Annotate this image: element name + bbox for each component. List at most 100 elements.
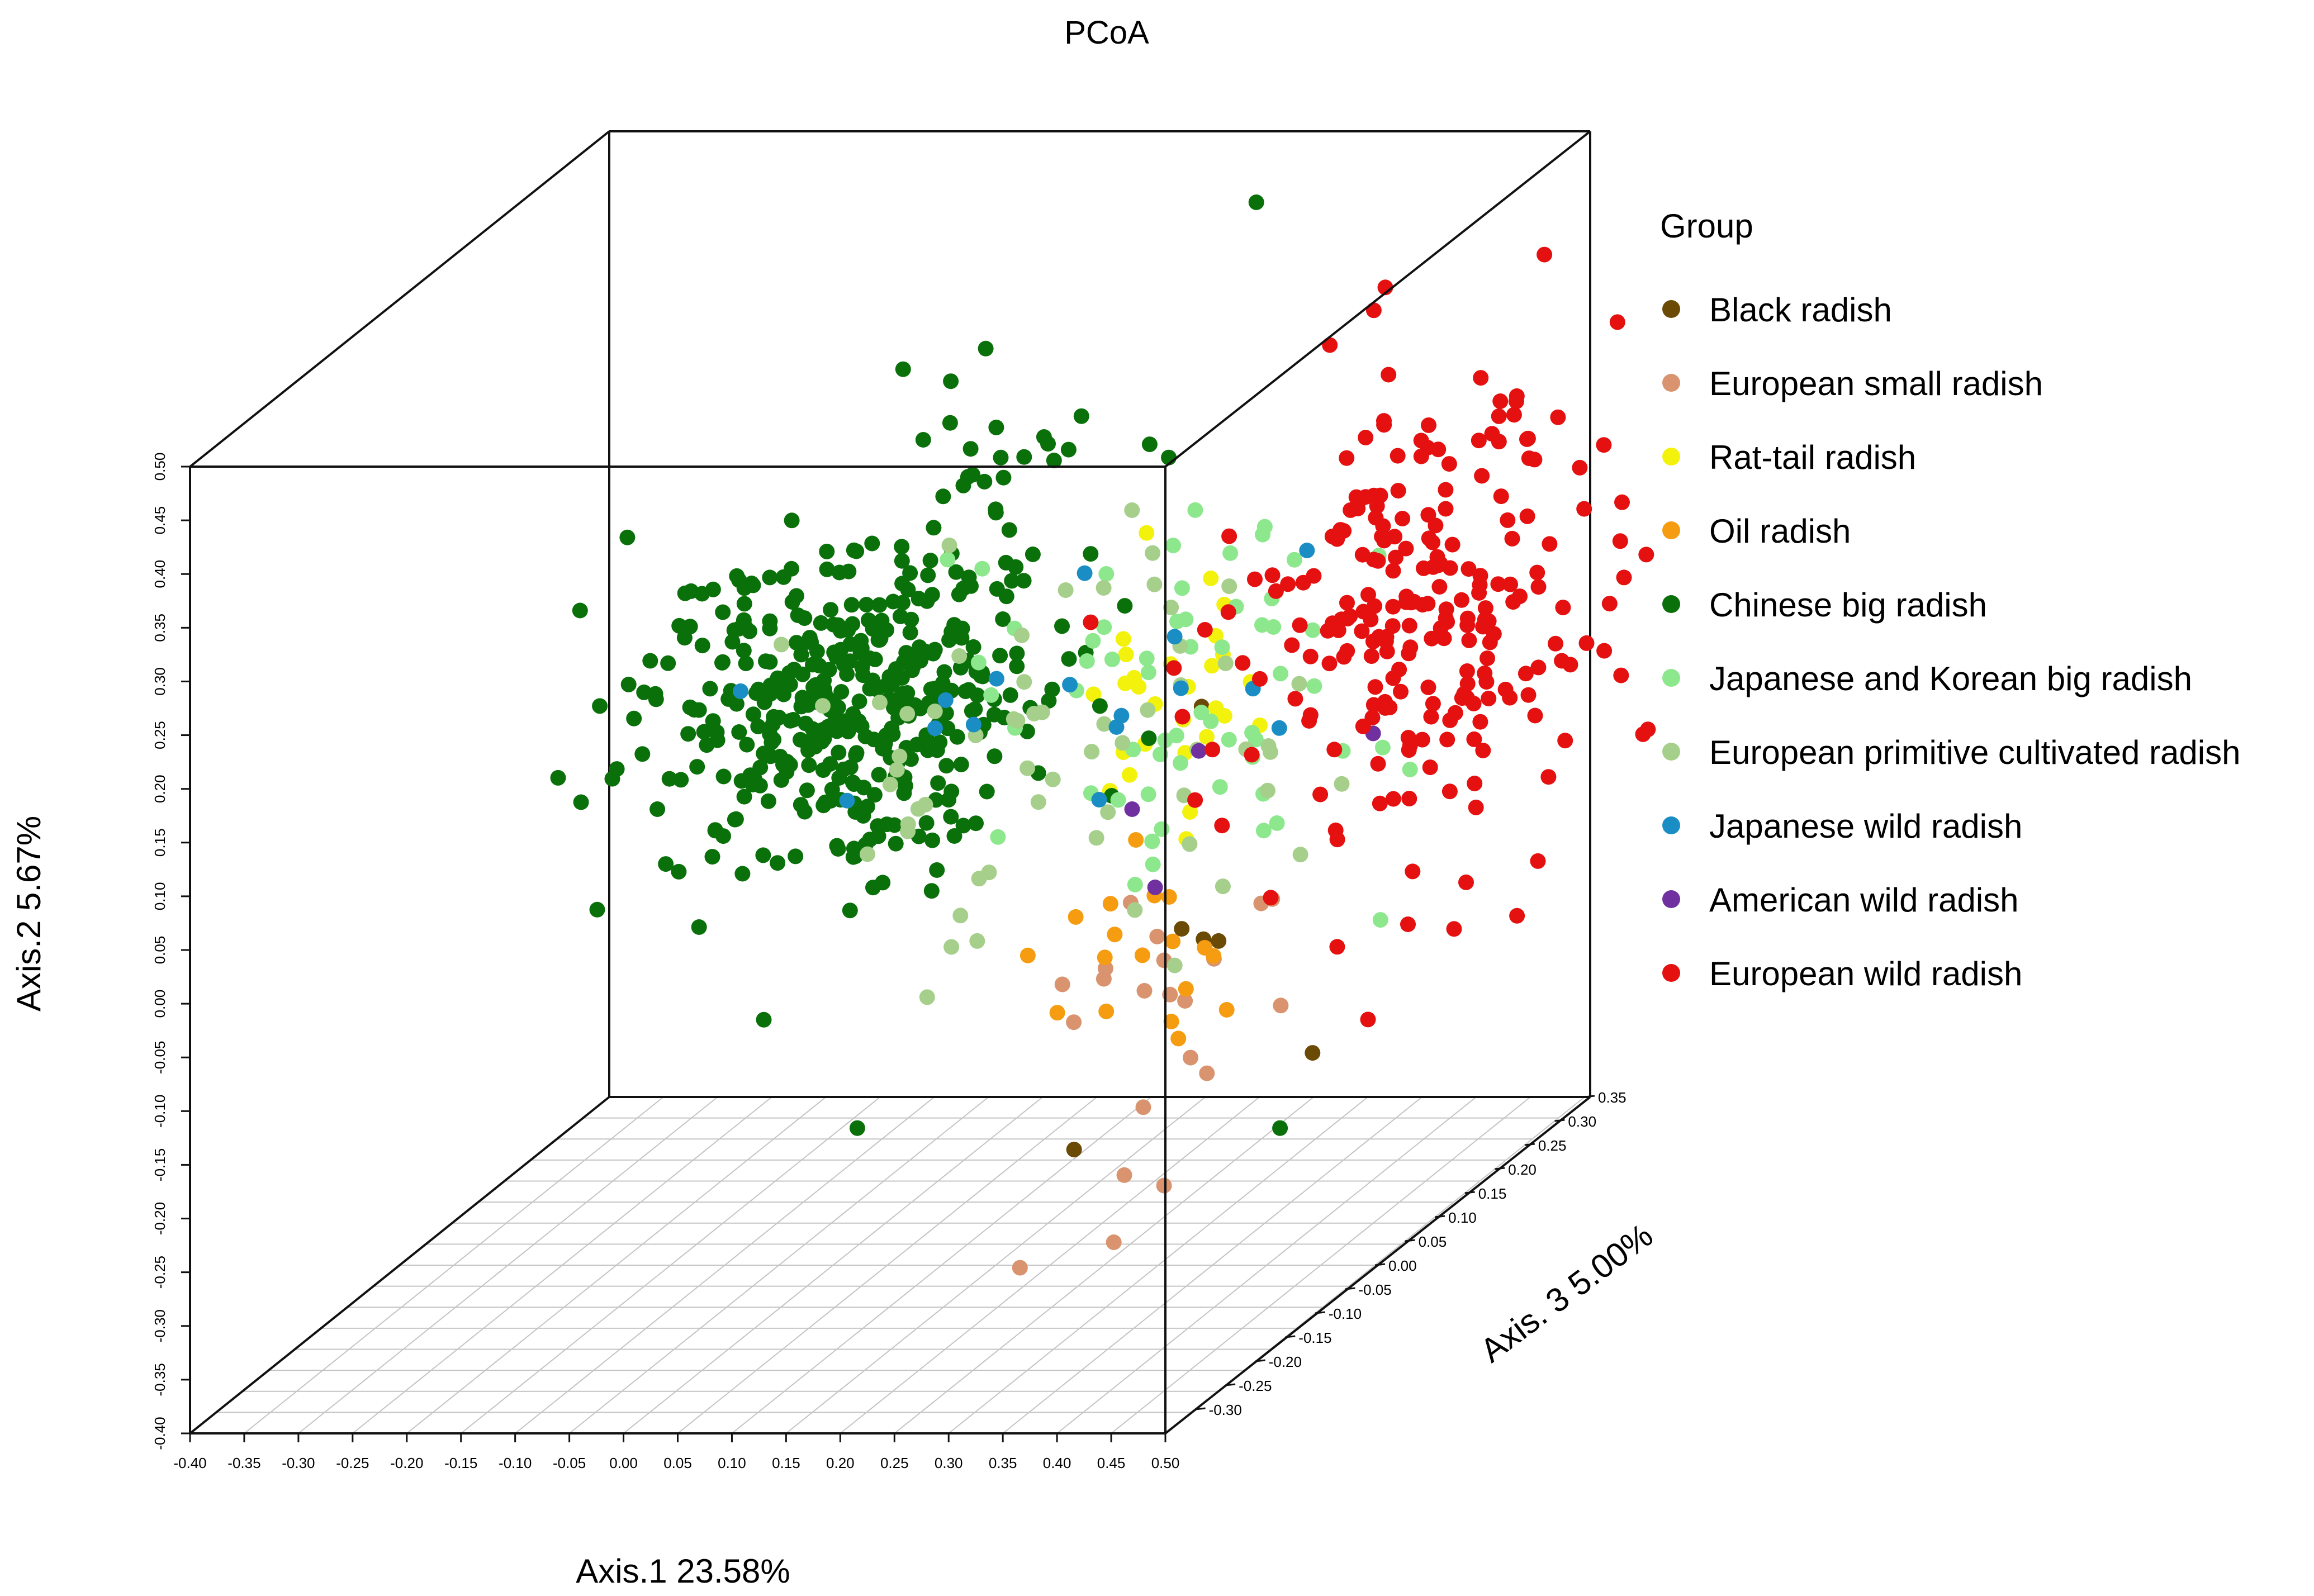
data-point — [1097, 949, 1113, 966]
data-point — [1542, 536, 1558, 552]
data-point — [970, 654, 987, 671]
data-point — [619, 529, 636, 545]
data-point — [658, 856, 674, 872]
data-point — [1025, 547, 1041, 562]
z-tick-mark — [1285, 1335, 1296, 1338]
data-point — [1369, 498, 1385, 514]
data-point — [1163, 1014, 1179, 1029]
data-point — [649, 801, 666, 817]
data-point — [661, 771, 677, 787]
data-point — [1248, 194, 1264, 210]
data-point — [1492, 393, 1509, 409]
data-point — [550, 770, 566, 786]
data-point — [1174, 921, 1190, 937]
legend-label: Japanese and Korean big radish — [1709, 660, 2192, 697]
data-point — [1326, 742, 1343, 758]
data-point — [988, 419, 1004, 435]
data-point — [815, 698, 831, 714]
data-point — [677, 585, 693, 601]
data-point — [1061, 651, 1077, 667]
data-point — [1509, 908, 1525, 924]
data-point — [1272, 1120, 1288, 1136]
data-point — [1520, 687, 1537, 703]
data-point — [1472, 568, 1488, 584]
data-point — [1292, 617, 1308, 633]
data-point — [648, 691, 664, 707]
data-point — [784, 560, 799, 577]
data-point — [915, 432, 931, 448]
data-point — [1439, 732, 1455, 748]
data-point — [995, 469, 1012, 486]
x-tick-label: -0.25 — [336, 1455, 369, 1471]
y-tick-label: 0.25 — [151, 721, 168, 749]
data-point — [898, 645, 914, 661]
data-point — [1149, 928, 1165, 944]
data-point — [824, 781, 840, 797]
data-point — [954, 630, 970, 646]
data-point — [1400, 730, 1416, 745]
data-point — [899, 685, 916, 701]
data-point — [1145, 856, 1161, 872]
data-point — [1537, 246, 1553, 263]
y-tick-label: 0.50 — [151, 453, 168, 481]
data-point — [1220, 604, 1236, 620]
x-tick-label: 0.20 — [826, 1455, 855, 1471]
data-point — [1354, 547, 1371, 563]
data-point — [1141, 436, 1158, 453]
data-point — [1212, 779, 1228, 795]
data-point — [1609, 314, 1625, 330]
data-point — [1273, 998, 1289, 1014]
data-point — [871, 597, 888, 613]
data-point — [1115, 631, 1131, 647]
data-point — [1124, 502, 1140, 518]
data-point — [772, 748, 788, 764]
data-point — [1388, 549, 1403, 566]
data-point — [1509, 388, 1525, 404]
data-point — [1355, 718, 1371, 734]
data-point — [682, 699, 698, 715]
data-point — [1203, 570, 1219, 586]
data-point — [831, 770, 847, 786]
data-point — [1083, 546, 1099, 562]
data-point — [965, 467, 981, 483]
data-points — [550, 194, 1656, 1276]
data-point — [1178, 981, 1194, 997]
z-tick-label: -0.30 — [1209, 1402, 1242, 1418]
data-point — [989, 581, 1005, 597]
data-point — [871, 767, 887, 783]
data-point — [1459, 610, 1476, 626]
data-point — [1102, 896, 1118, 912]
data-point — [864, 535, 880, 552]
data-point — [1177, 993, 1193, 1009]
data-point — [1054, 976, 1070, 992]
y-tick-label: 0.00 — [151, 990, 168, 1018]
data-point — [1387, 529, 1403, 545]
z-tick-label: 0.35 — [1598, 1089, 1627, 1106]
legend-swatch — [1662, 669, 1680, 687]
x-tick-label: 0.05 — [663, 1455, 692, 1471]
data-point — [1271, 720, 1287, 736]
data-point — [1244, 747, 1260, 763]
data-point — [1256, 519, 1273, 535]
data-point — [1472, 714, 1488, 730]
data-point — [1163, 600, 1179, 615]
data-point — [1400, 916, 1416, 932]
data-point — [1441, 783, 1458, 800]
data-point — [1474, 468, 1490, 484]
data-point — [894, 553, 910, 569]
data-point — [1306, 678, 1322, 694]
data-point — [1166, 660, 1182, 676]
legend-label: Rat-tail radish — [1709, 439, 1916, 476]
data-point — [671, 863, 687, 880]
y-tick-label: -0.40 — [151, 1417, 168, 1450]
data-point — [1026, 706, 1042, 721]
data-point — [829, 723, 845, 739]
data-point — [1001, 522, 1017, 538]
data-point — [1291, 676, 1307, 692]
data-point — [1265, 619, 1282, 635]
data-point — [929, 862, 945, 878]
data-point — [1244, 725, 1260, 741]
data-point — [1376, 413, 1392, 429]
y-tick-label: -0.20 — [151, 1202, 168, 1235]
data-point — [1012, 1260, 1028, 1276]
